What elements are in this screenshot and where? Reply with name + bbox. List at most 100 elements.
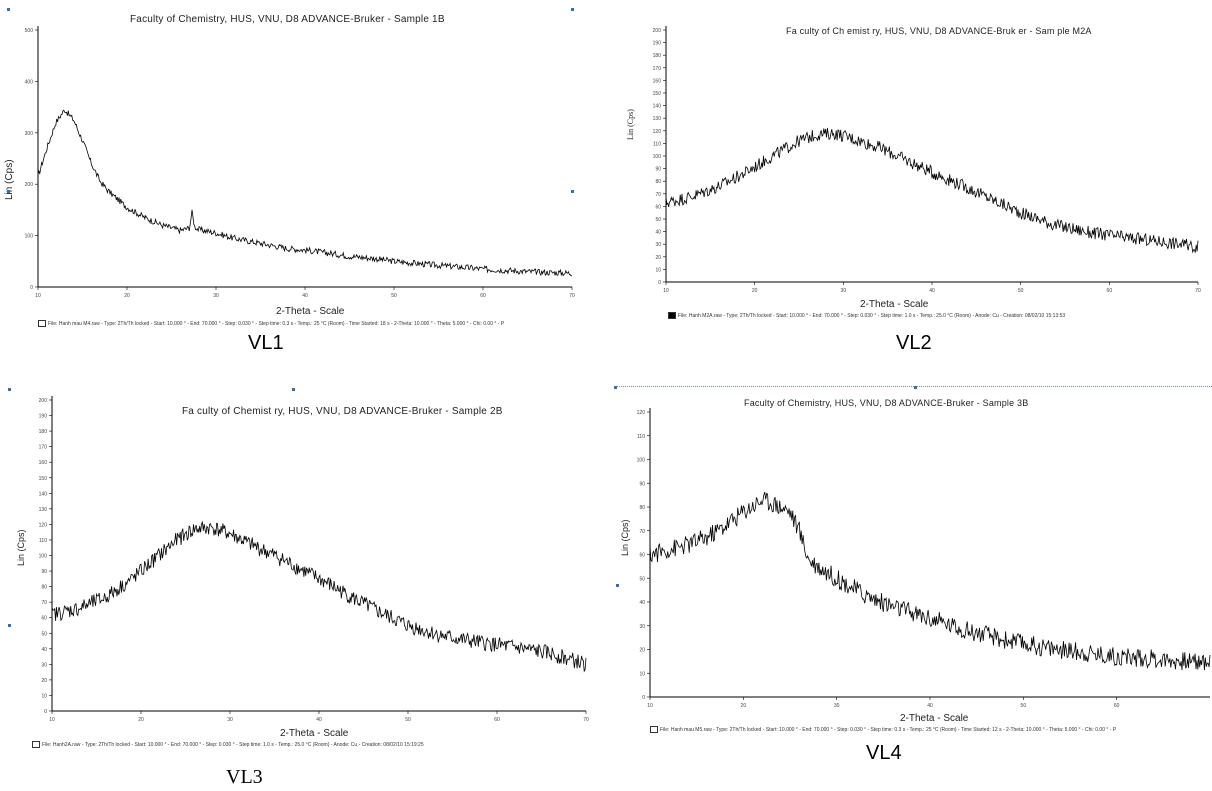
x-tick-label: 70	[569, 293, 575, 299]
y-tick-label: 10	[655, 267, 661, 273]
y-tick-label: 200	[25, 182, 34, 188]
y-tick-label: 130	[653, 116, 662, 122]
x-tick-label: 30	[213, 293, 219, 299]
y-tick-label: 200	[39, 398, 48, 404]
x-tick-label: 30	[227, 717, 233, 723]
y-tick-label: 10	[41, 693, 47, 699]
chart-title: Fa culty of Ch emist ry, HUS, VNU, D8 AD…	[786, 26, 1092, 36]
x-tick-label: 40	[929, 288, 935, 294]
y-tick-label: 60	[639, 553, 645, 559]
y-tick-label: 160	[39, 460, 48, 466]
y-tick-label: 500	[25, 28, 34, 34]
data-series-line	[51, 520, 587, 673]
selection-handle[interactable]	[8, 388, 11, 391]
footer-box-icon	[32, 741, 40, 748]
footer-text: File: Hanh2A.raw - Type: 2Th/Th locked -…	[42, 741, 424, 748]
x-axis-label: 2-Theta - Scale	[860, 299, 929, 310]
y-tick-label: 70	[41, 600, 47, 606]
y-tick-label: 300	[25, 131, 34, 137]
chart-caption: VL2	[896, 332, 932, 354]
y-tick-label: 50	[655, 217, 661, 223]
data-series-line	[665, 127, 1199, 254]
y-tick-label: 0	[30, 285, 33, 291]
x-tick-label: 60	[494, 717, 500, 723]
footer-text: File: Hanh M2A.raw - Type: 2Th/Th locked…	[678, 312, 1066, 319]
x-tick-label: 50	[1018, 288, 1024, 294]
x-tick-label: 10	[663, 288, 669, 294]
selection-handle[interactable]	[292, 388, 295, 391]
y-tick-label: 0	[44, 709, 47, 715]
selection-handle[interactable]	[571, 8, 574, 11]
y-tick-label: 30	[41, 662, 47, 668]
selection-handle[interactable]	[914, 386, 917, 389]
y-tick-label: 170	[39, 445, 48, 451]
chart-title: Fa culty of Chemist ry, HUS, VNU, D8 ADV…	[182, 406, 503, 417]
y-tick-label: 100	[653, 154, 662, 160]
selection-handle[interactable]	[8, 624, 11, 627]
y-tick-label: 0	[642, 695, 645, 701]
y-tick-label: 50	[639, 576, 645, 582]
y-tick-label: 110	[39, 538, 47, 544]
x-tick-label: 30	[834, 703, 840, 709]
x-tick-label: 20	[741, 703, 747, 709]
chart-plot: 0102030405060708090100110120130140150160…	[39, 396, 589, 723]
footer-box-icon	[650, 726, 658, 733]
y-tick-label: 170	[653, 66, 662, 72]
y-tick-label: 70	[655, 192, 661, 198]
chart-title: Faculty of Chemistry, HUS, VNU, D8 ADVAN…	[744, 398, 1029, 408]
y-tick-label: 100	[25, 234, 34, 240]
y-tick-label: 120	[653, 129, 662, 135]
y-tick-label: 150	[39, 476, 48, 482]
file-info-footer: File: Hanh mau M5.raw - Type: 2Th/Th loc…	[650, 726, 1116, 733]
x-tick-label: 10	[35, 293, 41, 299]
y-tick-label: 140	[653, 104, 662, 110]
footer-box-icon	[668, 312, 676, 319]
x-tick-label: 20	[124, 293, 130, 299]
y-tick-label: 110	[653, 141, 661, 147]
y-tick-label: 180	[653, 53, 662, 59]
x-axis-label: 2-Theta - Scale	[900, 713, 969, 724]
y-tick-label: 90	[655, 167, 661, 173]
selection-handle[interactable]	[571, 190, 574, 193]
selection-handle[interactable]	[614, 386, 617, 389]
x-tick-label: 50	[1021, 703, 1027, 709]
y-tick-label: 140	[39, 491, 48, 497]
chart-title: Faculty of Chemistry, HUS, VNU, D8 ADVAN…	[130, 14, 445, 25]
selection-handle[interactable]	[7, 190, 10, 193]
y-tick-label: 110	[637, 434, 645, 440]
footer-text: File: Hanh mau M5.raw - Type: 2Th/Th loc…	[660, 726, 1117, 733]
file-info-footer: File: Hanh M2A.raw - Type: 2Th/Th locked…	[668, 312, 1065, 319]
x-tick-label: 10	[49, 717, 55, 723]
y-tick-label: 30	[639, 624, 645, 630]
x-tick-label: 50	[391, 293, 397, 299]
chart-caption: VL3	[226, 766, 263, 788]
x-tick-label: 60	[480, 293, 486, 299]
chart-panel-vl4: Faculty of Chemistry, HUS, VNU, D8 ADVAN…	[612, 386, 1212, 791]
y-tick-label: 80	[41, 585, 47, 591]
y-tick-label: 130	[39, 507, 48, 513]
chart-caption: VL1	[248, 332, 284, 354]
y-tick-label: 100	[39, 554, 48, 560]
x-tick-label: 40	[316, 717, 322, 723]
selection-handle[interactable]	[616, 584, 619, 587]
y-tick-label: 70	[639, 529, 645, 535]
panel-separator-line	[615, 386, 1212, 387]
y-tick-label: 190	[39, 414, 48, 420]
chart-plot: 0 100 200 300 400 500 10 20 30 40 50 60 70	[25, 26, 575, 299]
data-series-line	[37, 109, 573, 277]
x-tick-label: 60	[1107, 288, 1113, 294]
chart-plot: 0102030405060708090100110120130140150160…	[653, 26, 1201, 294]
selection-handle[interactable]	[7, 8, 10, 11]
footer-text: File: Hanh mau M4.raw - Type: 2Th/Th loc…	[48, 320, 505, 327]
y-tick-label: 60	[41, 616, 47, 622]
y-tick-label: 20	[655, 255, 661, 261]
file-info-footer: File: Hanh2A.raw - Type: 2Th/Th locked -…	[32, 741, 424, 748]
y-tick-label: 50	[41, 631, 47, 637]
chart-caption: VL4	[866, 742, 902, 764]
chart-panel-vl3: Fa culty of Chemist ry, HUS, VNU, D8 ADV…	[0, 388, 600, 791]
x-tick-label: 10	[647, 703, 653, 709]
x-tick-label: 60	[1114, 703, 1120, 709]
y-tick-label: 80	[639, 505, 645, 511]
y-tick-label: 100	[637, 458, 646, 464]
y-tick-label: 40	[639, 600, 645, 606]
